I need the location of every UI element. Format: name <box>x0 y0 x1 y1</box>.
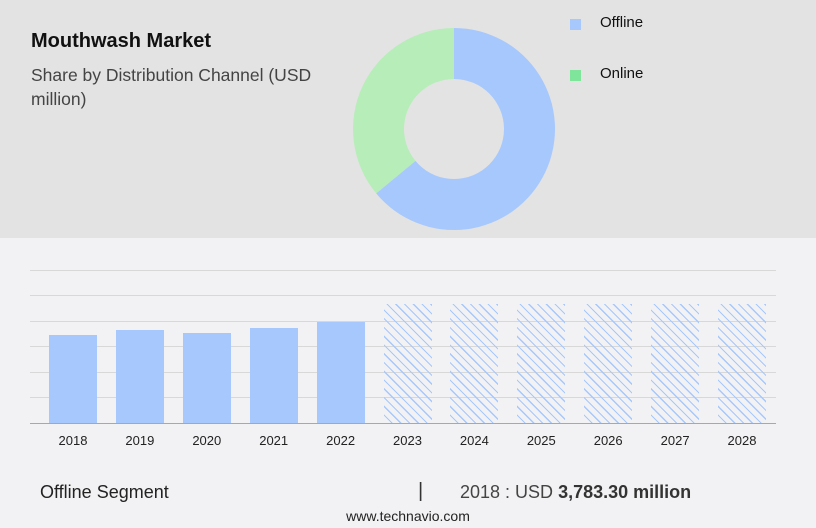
gridline <box>30 270 776 271</box>
x-axis <box>30 423 776 424</box>
legend-label: Online <box>600 65 644 82</box>
x-tick-label: 2027 <box>660 433 690 448</box>
bar-2024[interactable] <box>450 304 499 423</box>
legend-label: Offline <box>600 14 644 31</box>
offline-swatch-icon <box>570 19 581 30</box>
bar-2023[interactable] <box>383 304 432 423</box>
bar-2021[interactable] <box>249 327 298 423</box>
bar-2022[interactable] <box>316 321 365 423</box>
bar-chart: 2018 2019 2020 2021 2022 2023 2024 2025 2026 2027… <box>30 260 776 460</box>
bar-2026[interactable] <box>584 304 633 423</box>
bar-2020[interactable] <box>182 332 231 423</box>
bar-2025[interactable] <box>517 304 566 423</box>
x-tick-label: 2020 <box>192 433 222 448</box>
x-tick-label: 2019 <box>125 433 155 448</box>
x-tick-label: 2018 <box>58 433 88 448</box>
segment-label: Offline Segment <box>40 482 169 502</box>
website-link[interactable]: www.technavio.com <box>346 508 470 524</box>
x-tick-label: 2026 <box>593 433 623 448</box>
x-tick-label: 2025 <box>526 433 556 448</box>
chart-subtitle: Share by Distribution Channel (USD milli… <box>31 65 312 109</box>
donut-slice-online[interactable] <box>353 28 454 194</box>
donut-chart <box>353 28 555 231</box>
year-prefix: 2018 : USD <box>460 482 554 502</box>
x-tick-label: 2023 <box>393 433 422 448</box>
bar-2018[interactable] <box>49 334 97 423</box>
x-tick-label: 2021 <box>259 433 289 448</box>
segment-value: 2018 : USD 3,783.30 million <box>460 482 691 503</box>
x-tick-label: 2028 <box>727 433 757 448</box>
bar-2027[interactable] <box>651 304 700 423</box>
chart-title: Mouthwash Market <box>31 30 212 52</box>
gridline <box>30 295 776 296</box>
online-swatch-icon <box>570 70 581 81</box>
bar-2019[interactable] <box>115 330 164 423</box>
separator: | <box>418 480 424 502</box>
value-amount: 3,783.30 million <box>558 482 692 502</box>
top-panel: Mouthwash Market Share by Distribution C… <box>0 0 816 238</box>
bar-2028[interactable] <box>718 304 766 423</box>
x-tick-label: 2022 <box>326 433 356 448</box>
x-tick-label: 2024 <box>459 433 489 448</box>
